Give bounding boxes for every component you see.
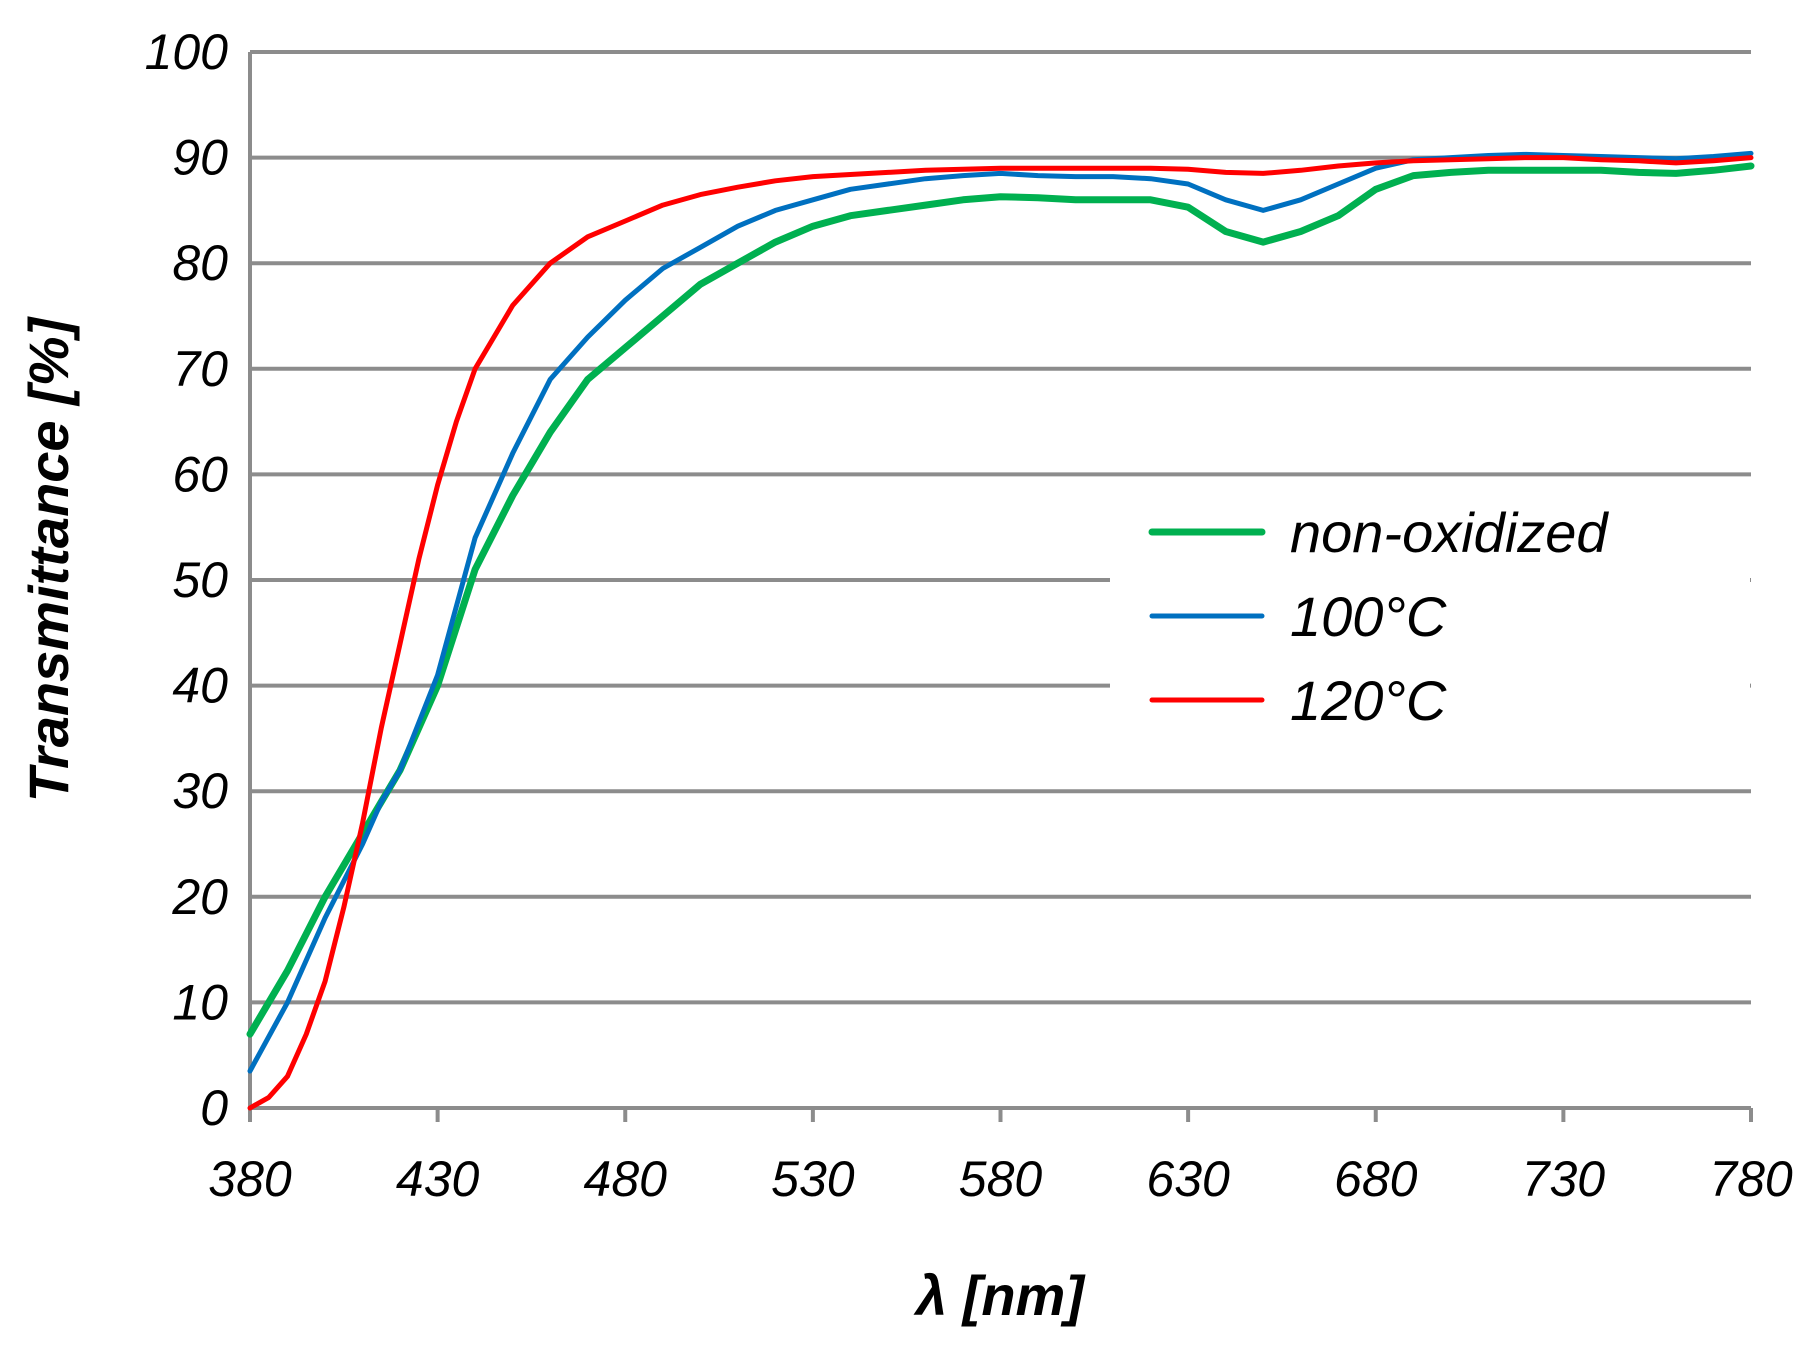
y-tick-label: 80 [172,235,228,291]
y-tick-label: 60 [172,446,228,502]
legend: non-oxidized 100°C 120°C [1110,495,1750,745]
y-tick-label: 90 [172,130,228,186]
y-tick-label: 40 [172,658,228,714]
x-tick-label: 780 [1709,1151,1793,1207]
x-tick-label: 430 [396,1151,480,1207]
x-tick-label: 730 [1522,1151,1606,1207]
legend-label: non-oxidized [1290,501,1609,564]
x-tick-label: 680 [1334,1151,1418,1207]
x-tick-label: 480 [584,1151,668,1207]
legend-background [1110,495,1750,745]
x-tick-label: 580 [959,1151,1043,1207]
x-tick-label: 530 [771,1151,855,1207]
y-tick-label: 70 [172,341,228,397]
y-tick-labels: 0 10 20 30 40 50 60 70 80 90 100 [145,24,229,1136]
y-tick-label: 100 [145,24,229,80]
x-tick-label: 630 [1146,1151,1230,1207]
y-tick-label: 10 [172,974,228,1030]
x-axis-title: λ [nm] [913,1264,1086,1327]
series-line-non-oxidized [246,162,1755,1038]
y-tick-label: 30 [172,763,228,819]
y-tick-label: 50 [172,552,228,608]
series-lines [246,150,1755,1111]
y-tick-label: 20 [171,869,228,925]
y-axis-title: Transmittance [%] [17,315,80,802]
gridlines [250,50,1751,1005]
series-line-100-c [247,150,1754,1074]
y-tick-label: 0 [200,1080,228,1136]
legend-label: 100°C [1290,585,1447,648]
legend-label: 120°C [1290,669,1447,732]
series-line-120-c [247,155,1754,1111]
x-tick-labels: 380 430 480 530 580 630 680 730 780 [208,1108,1793,1207]
x-tick-label: 380 [208,1151,292,1207]
